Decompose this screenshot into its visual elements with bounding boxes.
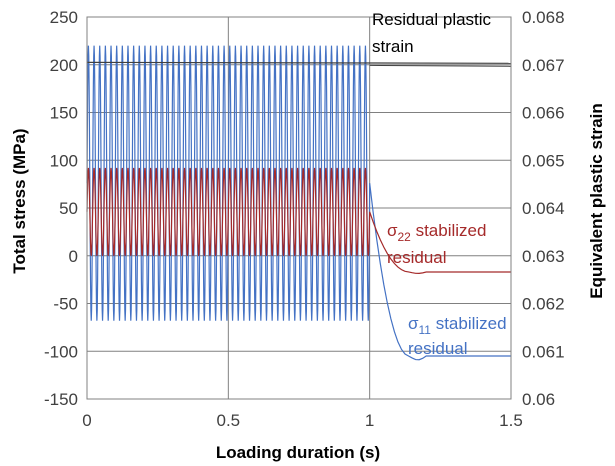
sigma22-label-line2: residual xyxy=(387,248,447,267)
sigma11-label-line2: residual xyxy=(408,339,468,358)
y-axis-title-right: Equivalent plastic strain xyxy=(587,103,606,299)
y-tick-label-left: 50 xyxy=(59,199,78,218)
sigma11-label: σ11 stabilized xyxy=(408,314,507,337)
y-tick-label-left: -150 xyxy=(44,390,78,409)
y-tick-label-left: 150 xyxy=(50,104,78,123)
series-plastic-strain-line-2 xyxy=(369,64,512,67)
y-tick-label-right: 0.06 xyxy=(522,390,555,409)
y-tick-label-left: -100 xyxy=(44,342,78,361)
y-tick-label-left: 250 xyxy=(50,8,78,27)
x-tick-label: 0.5 xyxy=(217,411,241,430)
y-tick-label-right: 0.065 xyxy=(522,151,565,170)
y-tick-label-right: 0.068 xyxy=(522,8,565,27)
y-tick-label-left: 200 xyxy=(50,56,78,75)
series-plastic-strain-line xyxy=(86,61,512,64)
y-tick-label-left: 100 xyxy=(50,151,78,170)
ticks: 250 200 150 100 50 0 -50 -100 -150 0.068 0.067 0.06… xyxy=(44,8,565,430)
y-tick-label-right: 0.063 xyxy=(522,247,565,266)
y-tick-label-left: -50 xyxy=(53,295,78,314)
y-tick-label-right: 0.067 xyxy=(522,56,565,75)
series-sigma22-line xyxy=(86,167,511,274)
series-sigma11-line xyxy=(86,45,511,361)
y-tick-label-left: 0 xyxy=(69,247,78,266)
plot-border xyxy=(86,16,512,400)
sigma22-label: σ22 stabilized xyxy=(387,221,486,244)
x-tick-label: 1.5 xyxy=(499,411,523,430)
strain-label-line2: strain xyxy=(372,37,414,56)
x-tick-label: 0 xyxy=(82,411,91,430)
y-tick-label-right: 0.064 xyxy=(522,199,565,218)
strain-label-line1: Residual plastic xyxy=(372,10,492,29)
y-tick-label-right: 0.062 xyxy=(522,295,565,314)
y-tick-label-right: 0.066 xyxy=(522,104,565,123)
series-layer xyxy=(86,45,512,361)
x-tick-label: 1 xyxy=(365,411,374,430)
y-axis-title-left: Total stress (MPa) xyxy=(10,128,29,273)
x-axis-title: Loading duration (s) xyxy=(216,443,380,462)
y-tick-label-right: 0.061 xyxy=(522,342,565,361)
